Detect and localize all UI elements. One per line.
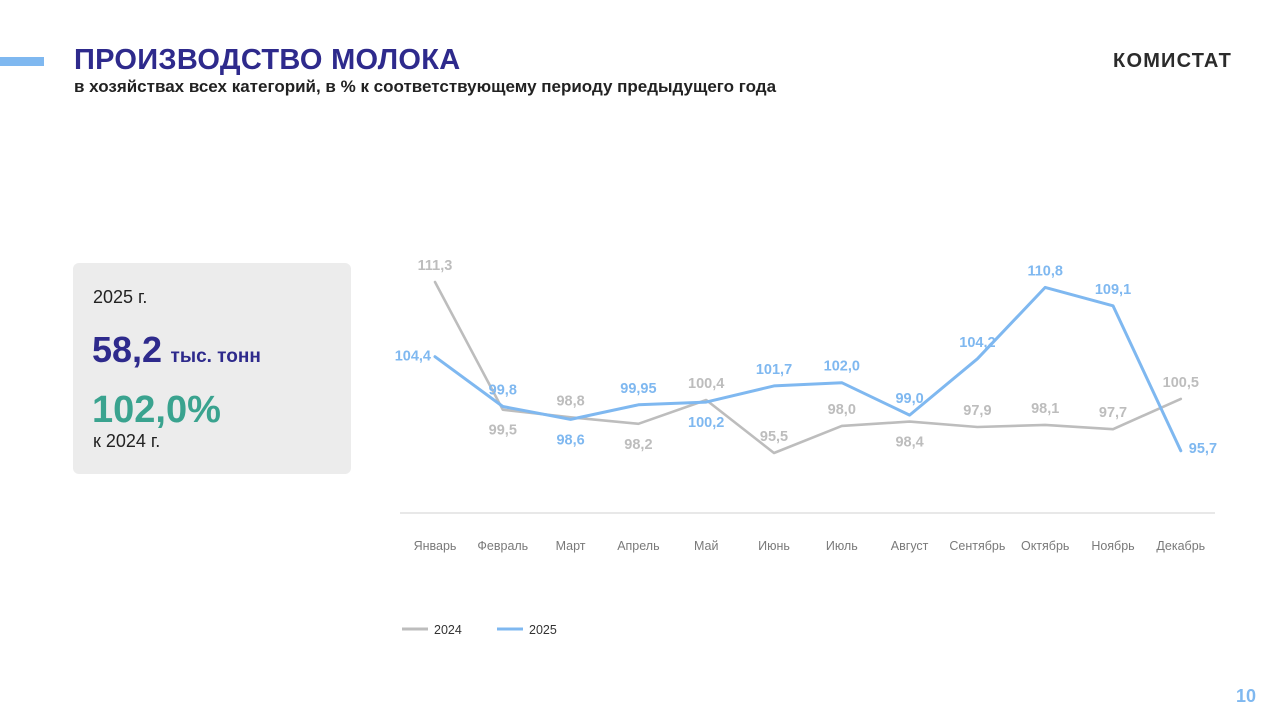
x-tick-label: Январь — [414, 539, 457, 553]
data-label-2025: 110,8 — [1027, 263, 1063, 279]
data-label-2025: 99,95 — [620, 381, 656, 397]
data-label-2024: 98,8 — [556, 393, 584, 409]
data-label-2025: 100,2 — [688, 415, 724, 431]
x-tick-label: Декабрь — [1156, 539, 1205, 553]
data-label-2025: 104,2 — [959, 335, 995, 351]
summary-percent-note: к 2024 г. — [93, 431, 161, 451]
data-label-2024: 98,4 — [895, 435, 923, 451]
data-label-2024: 111,3 — [418, 258, 453, 274]
data-label-2024: 98,0 — [828, 402, 856, 418]
summary-card: 2025 г. 58,2 тыс. тонн 102,0% к 2024 г. — [73, 263, 351, 474]
x-tick-label: Август — [891, 539, 929, 553]
legend-label-2024: 2024 — [434, 623, 462, 637]
summary-volume-value: 58,2 — [92, 329, 163, 370]
page-number: 10 — [1235, 686, 1256, 706]
data-label-2024: 98,1 — [1031, 401, 1059, 417]
x-tick-label: Октябрь — [1021, 539, 1069, 553]
series-line-2025 — [433, 285, 1183, 453]
data-label-2025: 102,0 — [824, 359, 860, 375]
accent-bar — [0, 57, 44, 66]
summary-percent: 102,0% — [92, 389, 221, 431]
x-tick-label: Апрель — [617, 539, 659, 553]
x-tick-label: Март — [556, 539, 586, 553]
summary-volume: 58,2 тыс. тонн — [92, 329, 261, 371]
data-label-2024: 97,9 — [963, 403, 991, 419]
data-label-2024: 100,4 — [688, 376, 724, 392]
data-label-2025: 95,7 — [1189, 441, 1217, 457]
x-tick-label: Июль — [826, 539, 858, 553]
legend-label-2025: 2025 — [529, 623, 557, 637]
page-title: ПРОИЗВОДСТВО МОЛОКА — [74, 44, 461, 76]
brand-logo: КОМИСТАТ — [1113, 50, 1232, 72]
data-label-2024: 95,5 — [760, 429, 788, 445]
data-label-2024: 97,7 — [1099, 405, 1127, 421]
data-label-2025: 109,1 — [1095, 282, 1131, 298]
data-label-2024: 98,2 — [624, 437, 652, 453]
x-tick-label: Февраль — [477, 539, 528, 553]
x-tick-label: Июнь — [758, 539, 790, 553]
data-label-2024: 100,5 — [1163, 375, 1199, 391]
data-label-2025: 99,8 — [489, 382, 517, 398]
page-subtitle: в хозяйствах всех категорий, в % к соотв… — [74, 77, 777, 96]
summary-year: 2025 г. — [93, 287, 148, 307]
data-label-2024: 99,5 — [489, 423, 517, 439]
data-label-2025: 104,4 — [395, 349, 431, 365]
data-label-2025: 99,0 — [895, 391, 923, 407]
x-tick-label: Ноябрь — [1091, 539, 1134, 553]
data-label-2025: 98,6 — [556, 432, 584, 448]
x-tick-label: Май — [694, 539, 719, 553]
data-label-2025: 101,7 — [756, 362, 792, 378]
summary-volume-unit: тыс. тонн — [170, 346, 261, 367]
series-line-2024 — [433, 280, 1183, 455]
x-tick-label: Сентябрь — [949, 539, 1005, 553]
